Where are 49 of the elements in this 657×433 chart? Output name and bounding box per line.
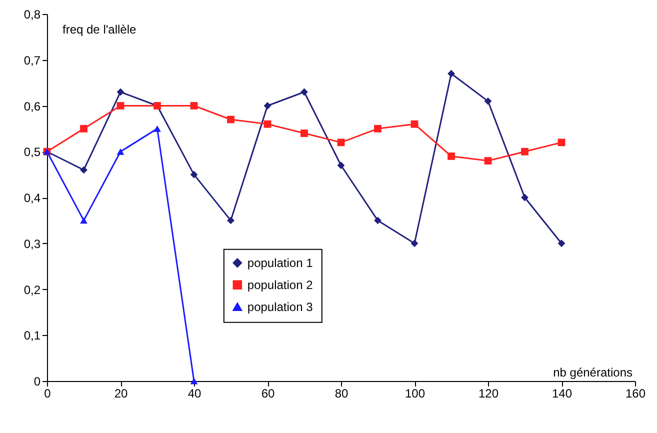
y-tick-label: 0,4 bbox=[24, 191, 41, 205]
point bbox=[264, 120, 272, 128]
y-tick-label: 0,8 bbox=[24, 8, 41, 22]
point bbox=[374, 216, 382, 224]
y-tick-label: 0,6 bbox=[24, 99, 41, 114]
point bbox=[190, 378, 198, 384]
point bbox=[116, 102, 124, 110]
x-tick-label: 40 bbox=[188, 386, 202, 400]
point bbox=[558, 138, 566, 146]
point bbox=[227, 216, 234, 224]
point bbox=[337, 138, 345, 146]
point bbox=[484, 97, 492, 105]
x-tick-label: 100 bbox=[404, 386, 426, 400]
point bbox=[154, 125, 161, 132]
x-tick-label: 120 bbox=[478, 386, 499, 400]
x-tick-label: 20 bbox=[114, 386, 128, 400]
x-tick-label: 0 bbox=[44, 386, 52, 400]
point bbox=[116, 88, 124, 96]
point bbox=[374, 124, 382, 132]
y-tick-label: 0,5 bbox=[24, 145, 41, 160]
point bbox=[190, 170, 198, 178]
y-axis-title: freq de l'allèle bbox=[62, 22, 136, 36]
point bbox=[80, 124, 88, 132]
point bbox=[116, 148, 124, 155]
point bbox=[80, 217, 88, 224]
legend-label: population 2 bbox=[247, 278, 314, 292]
legend-label: population 3 bbox=[247, 300, 314, 314]
point bbox=[410, 240, 418, 248]
y-tick-label: 0,2 bbox=[24, 282, 41, 297]
legend-label: population 1 bbox=[247, 256, 314, 270]
point bbox=[410, 120, 418, 128]
y-tick-label: 0,3 bbox=[24, 236, 41, 251]
point bbox=[558, 240, 566, 248]
point bbox=[300, 130, 308, 137]
point bbox=[521, 148, 528, 156]
point bbox=[227, 116, 234, 124]
y-tick-label: 0,1 bbox=[24, 328, 41, 343]
y-tick-label: 0 bbox=[34, 374, 41, 388]
point bbox=[337, 162, 345, 170]
x-axis-title: nb générations bbox=[553, 366, 632, 380]
x-tick-label: 140 bbox=[552, 386, 572, 400]
x-tick-label: 80 bbox=[334, 386, 348, 400]
point bbox=[190, 102, 198, 110]
y-tick-label: 0,7 bbox=[24, 53, 41, 68]
point bbox=[484, 157, 492, 165]
point bbox=[448, 70, 455, 78]
x-tick-label: 160 bbox=[625, 386, 646, 400]
x-tick-label: 60 bbox=[261, 386, 275, 400]
point bbox=[448, 152, 455, 160]
